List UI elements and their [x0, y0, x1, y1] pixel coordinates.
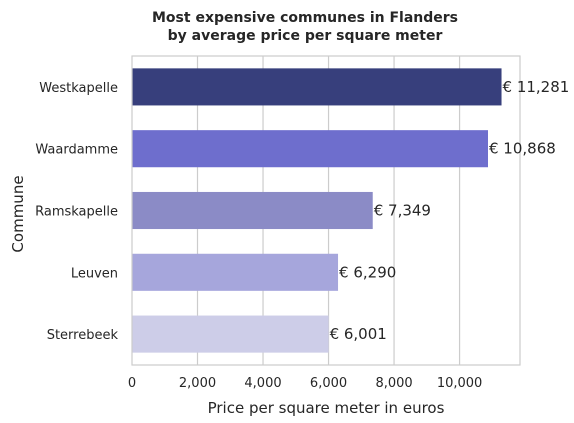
plot-frame	[131, 55, 521, 366]
bar	[132, 191, 373, 230]
bar	[132, 315, 329, 353]
data-label: € 10,868	[489, 140, 556, 158]
data-labels: € 11,281 € 10,868 € 7,349 € 6,290 € 6,001	[330, 78, 570, 343]
plot-border	[131, 55, 521, 366]
y-tick-labels: Westkapelle Waardamme Ramskapelle Leuven Ste…	[35, 81, 118, 343]
x-tick-label: 10,000	[437, 376, 483, 391]
x-tick-label: 4,000	[244, 376, 281, 391]
data-label: € 6,001	[330, 325, 387, 343]
y-tick-label: Westkapelle	[39, 81, 118, 96]
x-axis-label: Price per square meter in euros	[208, 399, 445, 417]
bar	[132, 130, 488, 168]
chart-title-line-1: Most expensive communes in Flanders	[152, 10, 458, 26]
y-tick-label: Sterrebeek	[47, 328, 119, 343]
y-tick-label: Leuven	[71, 266, 118, 281]
y-axis-label: Commune	[9, 175, 27, 252]
x-tick-label: 0	[128, 376, 136, 391]
x-tick-label: 2,000	[179, 376, 216, 391]
y-tick-label: Waardamme	[35, 143, 118, 158]
y-tick-label: Ramskapelle	[35, 205, 118, 220]
data-label: € 11,281	[503, 78, 570, 96]
chart-title-line-2: by average price per square meter	[168, 28, 443, 44]
bar	[132, 253, 339, 291]
bar	[132, 68, 502, 106]
x-tick-label: 8,000	[375, 376, 412, 391]
bars	[132, 68, 502, 353]
data-label: € 6,290	[339, 263, 396, 281]
data-label: € 7,349	[374, 202, 431, 220]
x-tick-label: 6,000	[310, 376, 347, 391]
x-tick-labels: 0 2,000 4,000 6,000 8,000 10,000	[128, 376, 482, 391]
